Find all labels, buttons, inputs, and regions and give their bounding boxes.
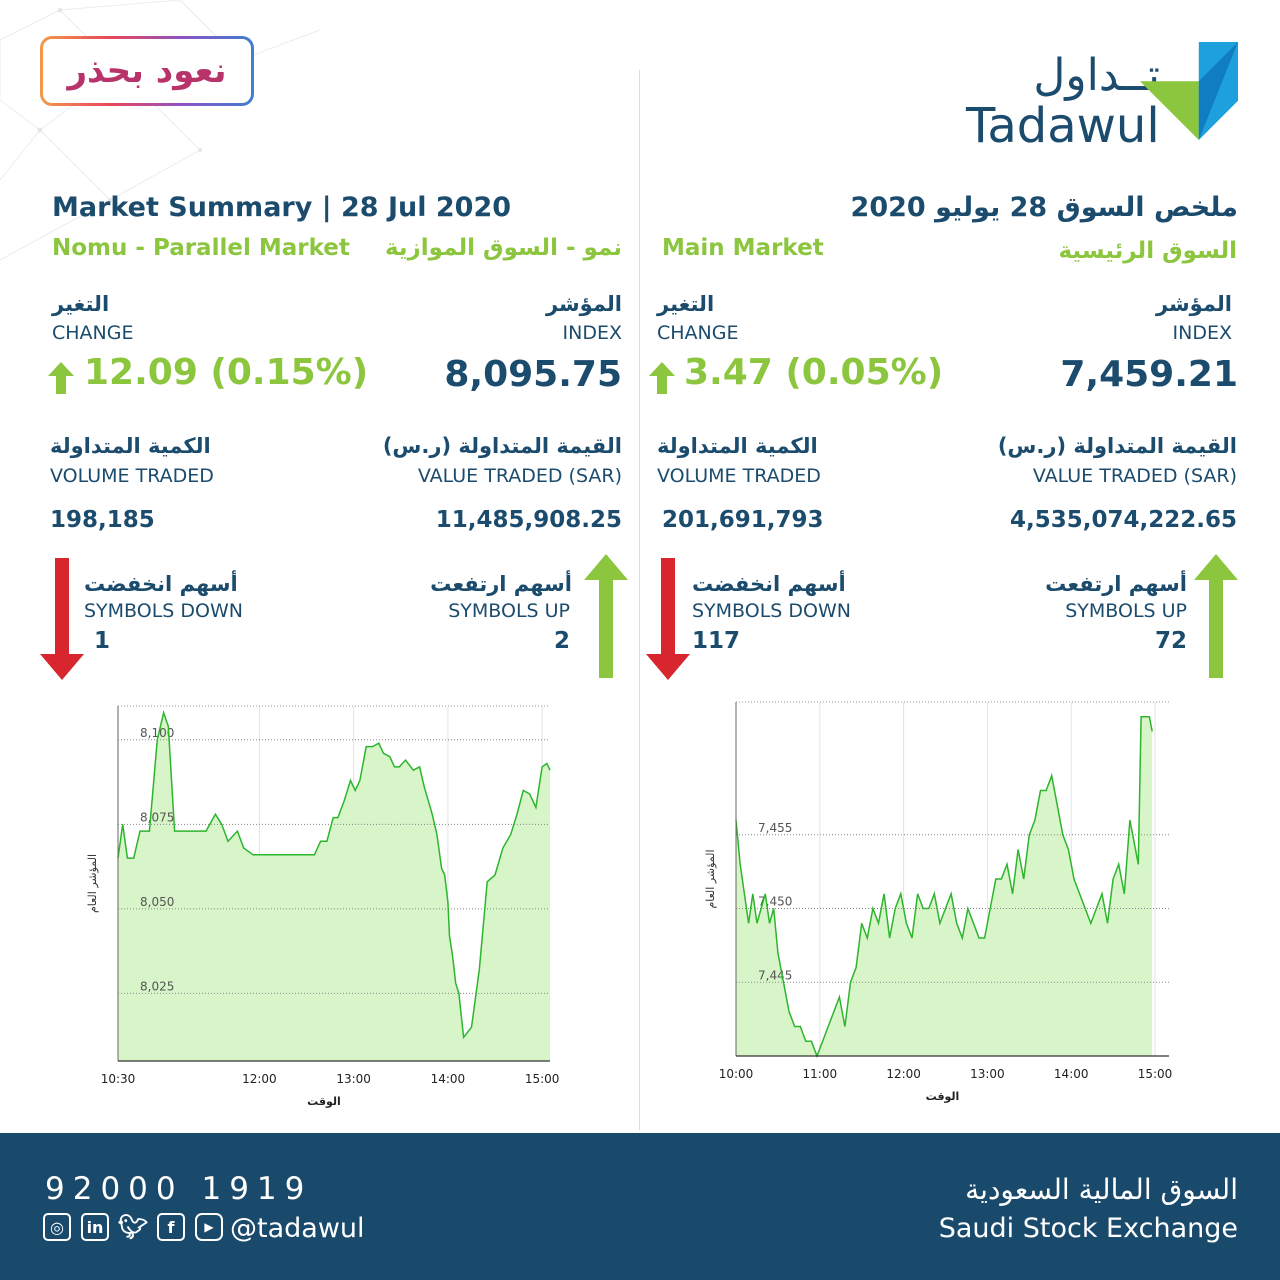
series-area <box>118 712 550 1061</box>
main-value-label-en: VALUE TRADED (SAR) <box>1032 465 1237 487</box>
campaign-badge: نعود بحذر <box>40 36 254 106</box>
x-tick-label: 15:00 <box>525 1072 560 1086</box>
nomu-index-label-ar: المؤشر <box>545 292 622 316</box>
nomu-index-value: 8,095.75 <box>444 354 622 395</box>
exchange-name-ar: السوق المالية السعودية <box>965 1173 1238 1206</box>
x-tick-label: 15:00 <box>1138 1067 1173 1081</box>
nomu-change-value: 12.09 (0.15%) <box>84 352 369 393</box>
nomu-chart: 10:30 12:00 13:00 14:00 15:00 8,100 8,075 8,050… <box>80 690 580 1124</box>
main-value-value: 4,535,074,222.65 <box>1010 507 1237 533</box>
main-volume-value: 201,691,793 <box>662 507 824 533</box>
y-axis-title: المؤشر العام <box>704 849 717 908</box>
facebook-icon[interactable]: f <box>157 1213 185 1241</box>
main-title: ملخص السوق 28 يوليو 2020 <box>850 192 1238 223</box>
main-down-label-ar: أسهم انخفضت <box>692 572 846 596</box>
tadawul-logo-mark-icon <box>1140 42 1238 140</box>
nomu-change-label-ar: التغير <box>52 292 110 316</box>
exchange-name-en: Saudi Stock Exchange <box>938 1213 1238 1244</box>
youtube-icon[interactable]: ▶ <box>195 1213 223 1241</box>
social-handle[interactable]: @tadawul <box>230 1213 365 1244</box>
main-up-value: 72 <box>1154 628 1187 654</box>
x-tick-label: 10:30 <box>101 1072 136 1086</box>
main-index-label-ar: المؤشر <box>1155 292 1232 316</box>
symbols-up-arrow-icon <box>584 554 628 678</box>
nomu-down-label-en: SYMBOLS DOWN <box>84 600 243 622</box>
x-tick-label: 13:00 <box>336 1072 371 1086</box>
y-tick-label: 7,455 <box>758 821 792 835</box>
instagram-icon[interactable]: ◎ <box>43 1213 71 1241</box>
nomu-value-label-ar: القيمة المتداولة (ر.س) <box>382 434 622 458</box>
main-change-label-ar: التغير <box>657 292 715 316</box>
twitter-icon[interactable]: 🐦︎ <box>117 1213 149 1241</box>
x-axis-title: الوقت <box>307 1095 341 1108</box>
campaign-badge-text: نعود بحذر <box>67 51 227 91</box>
logo-english: Tadawul <box>966 98 1160 154</box>
nomu-index-label-en: INDEX <box>562 322 622 344</box>
nomu-value-label-en: VALUE TRADED (SAR) <box>417 465 622 487</box>
main-chart: 10:00 11:00 12:00 13:00 14:00 15:00 7,455 7,450… <box>695 690 1195 1114</box>
series-line <box>735 716 1153 1059</box>
main-up-label-ar: أسهم ارتفعت <box>1045 572 1187 596</box>
main-index-label-en: INDEX <box>1172 322 1232 344</box>
nomu-chart-svg: 10:30 12:00 13:00 14:00 15:00 8,100 8,075 8,050… <box>86 705 560 1108</box>
symbols-down-arrow-icon <box>40 558 84 680</box>
main-subtitle-ar: السوق الرئيسية <box>1058 238 1237 264</box>
footer-bar: 92000 1919 ◎ in 🐦︎ f ▶ @tadawul السوق ال… <box>0 1133 1280 1280</box>
nomu-title: Market Summary | 28 Jul 2020 <box>52 192 512 223</box>
nomu-up-value: 2 <box>553 628 570 654</box>
x-tick-label: 14:00 <box>431 1072 466 1086</box>
symbols-down-arrow-icon <box>646 558 690 680</box>
logo-arabic: تــداول <box>1033 50 1160 101</box>
linkedin-icon[interactable]: in <box>81 1213 109 1241</box>
x-axis-title: الوقت <box>926 1090 960 1103</box>
main-down-label-en: SYMBOLS DOWN <box>692 600 851 622</box>
nomu-down-label-ar: أسهم انخفضت <box>84 572 238 596</box>
nomu-up-label-en: SYMBOLS UP <box>448 600 570 622</box>
nomu-volume-label-en: VOLUME TRADED <box>50 465 214 487</box>
arrow-up-icon <box>48 362 74 394</box>
nomu-value-value: 11,485,908.25 <box>435 507 622 533</box>
panel-divider <box>639 70 640 1130</box>
main-index-value: 7,459.21 <box>1060 354 1238 395</box>
x-tick-label: 12:00 <box>886 1067 921 1081</box>
main-change-label-en: CHANGE <box>657 322 739 344</box>
x-tick-label: 13:00 <box>970 1067 1005 1081</box>
nomu-volume-label-ar: الكمية المتداولة <box>50 434 211 458</box>
x-tick-label: 10:00 <box>719 1067 754 1081</box>
x-tick-label: 12:00 <box>242 1072 277 1086</box>
y-axis-title: المؤشر العام <box>86 854 99 913</box>
y-tick-label: 8,100 <box>140 726 174 740</box>
nomu-volume-value: 198,185 <box>50 507 155 533</box>
main-down-value: 117 <box>692 628 741 654</box>
main-subtitle-en: Main Market <box>662 235 824 261</box>
nomu-change-label-en: CHANGE <box>52 322 134 344</box>
y-tick-label: 8,025 <box>140 979 174 993</box>
main-volume-label-ar: الكمية المتداولة <box>657 434 818 458</box>
phone-number: 92000 1919 <box>45 1171 313 1207</box>
y-tick-label: 8,050 <box>140 895 174 909</box>
main-up-label-en: SYMBOLS UP <box>1065 600 1187 622</box>
main-change-value: 3.47 (0.05%) <box>684 352 944 393</box>
series-line <box>117 710 551 1040</box>
main-chart-svg: 10:00 11:00 12:00 13:00 14:00 15:007,4557,450… <box>704 701 1173 1103</box>
main-volume-label-en: VOLUME TRADED <box>657 465 821 487</box>
x-tick-label: 14:00 <box>1054 1067 1089 1081</box>
nomu-subtitle-en: Nomu - Parallel Market <box>52 235 350 261</box>
y-tick-label: 8,075 <box>140 810 174 824</box>
series-area <box>736 716 1153 1056</box>
nomu-subtitle-ar: نمو - السوق الموازية <box>384 235 622 261</box>
nomu-up-label-ar: أسهم ارتفعت <box>430 572 572 596</box>
arrow-up-icon <box>649 362 675 394</box>
nomu-down-value: 1 <box>94 628 111 654</box>
y-tick-label: 7,445 <box>758 968 792 982</box>
symbols-up-arrow-icon <box>1194 554 1238 678</box>
main-value-label-ar: القيمة المتداولة (ر.س) <box>997 434 1237 458</box>
x-tick-label: 11:00 <box>803 1067 838 1081</box>
